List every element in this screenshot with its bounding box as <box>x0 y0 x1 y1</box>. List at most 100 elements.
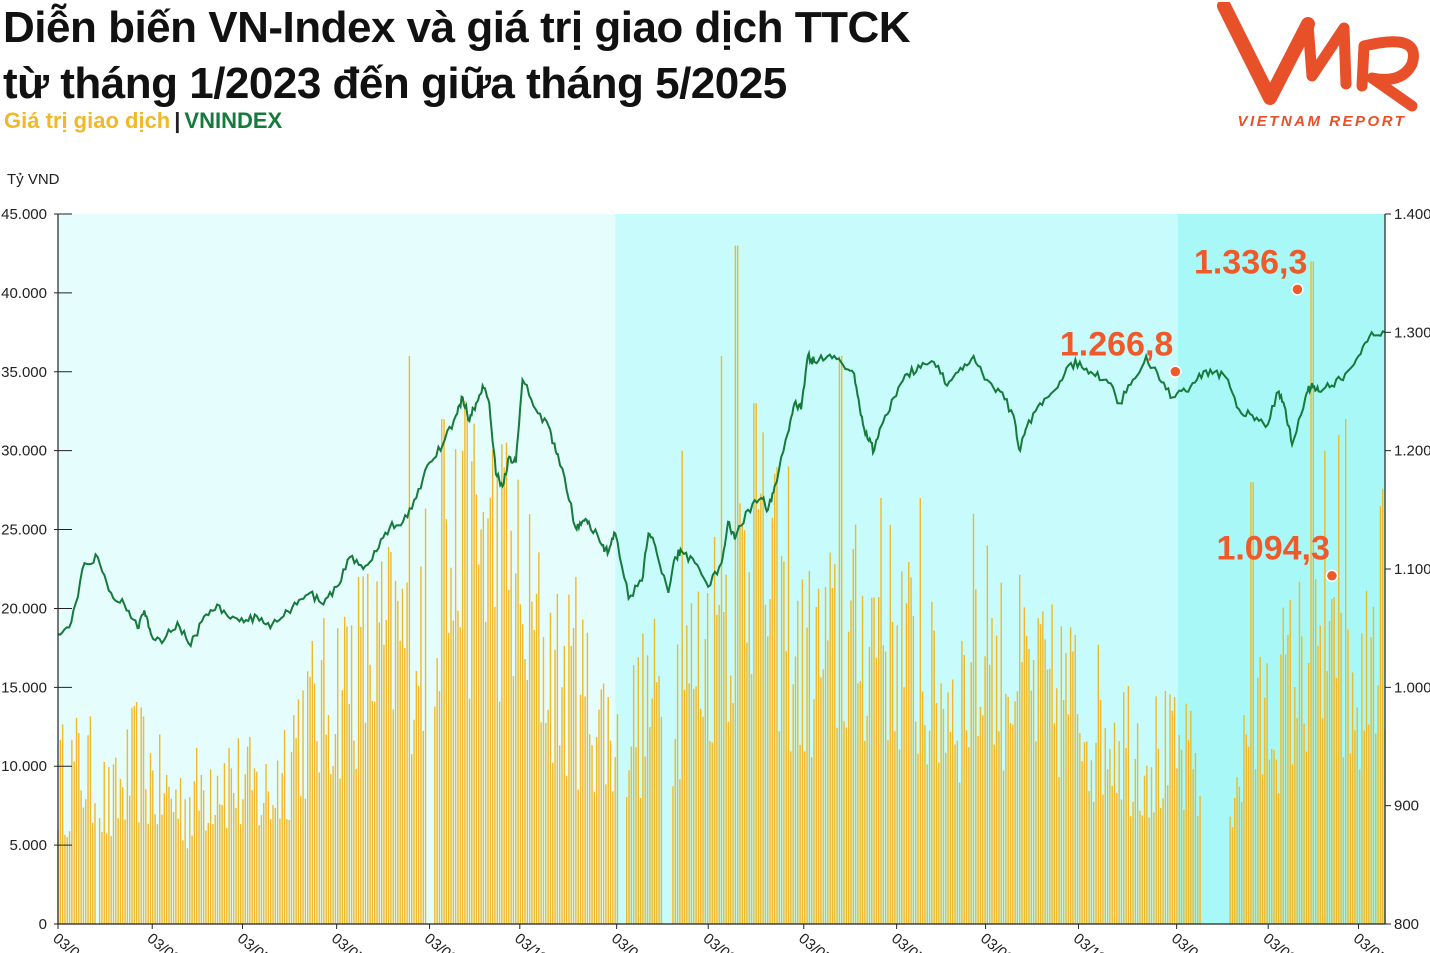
bar <box>1370 637 1372 924</box>
bar <box>94 803 96 924</box>
bar <box>704 639 707 924</box>
bar <box>515 573 517 924</box>
bar <box>1284 654 1287 924</box>
bar <box>554 649 556 924</box>
bar <box>478 564 480 924</box>
bar <box>552 762 554 924</box>
bar <box>64 834 66 924</box>
bar <box>179 777 182 924</box>
bar <box>1310 261 1312 924</box>
bar <box>649 727 651 924</box>
x-tick-label: 03/05 <box>1350 930 1390 953</box>
bar <box>383 644 385 924</box>
bar <box>1294 686 1296 924</box>
bar <box>901 571 903 924</box>
bar <box>115 757 117 924</box>
bar <box>910 577 912 924</box>
bar <box>505 442 508 924</box>
annotation-point <box>1291 283 1304 296</box>
bar <box>350 625 353 924</box>
bar <box>253 768 256 924</box>
vnr-logo-caption: VIETNAM REPORT <box>1238 113 1407 130</box>
bar <box>1234 797 1236 924</box>
bar <box>1317 646 1319 924</box>
bar <box>496 477 498 924</box>
bar <box>468 698 471 924</box>
bar <box>212 824 214 924</box>
bar <box>512 676 515 924</box>
bar <box>1245 734 1247 924</box>
bar <box>653 618 656 924</box>
bar <box>1134 758 1137 924</box>
bar <box>556 593 559 924</box>
x-tick-label: 03/05 <box>234 930 274 953</box>
bar <box>602 683 605 924</box>
bar <box>769 599 771 924</box>
bar <box>861 595 864 924</box>
bar <box>1014 701 1016 924</box>
bar <box>98 818 101 924</box>
bar <box>942 708 945 924</box>
y-tick-left-label: 5.000 <box>9 837 47 854</box>
bar <box>260 815 263 924</box>
bar <box>1111 785 1113 924</box>
bar <box>919 498 922 924</box>
bar <box>71 740 73 924</box>
bar <box>1141 815 1143 924</box>
bar <box>404 648 406 924</box>
bar <box>887 740 889 924</box>
bar <box>859 681 861 924</box>
bar <box>674 738 676 924</box>
bar <box>1363 730 1365 924</box>
bar <box>519 604 522 924</box>
bar <box>824 587 827 924</box>
bar <box>1282 607 1284 924</box>
bar <box>549 612 552 924</box>
y-tick-right-label: 1.300 <box>1394 324 1430 341</box>
bar <box>521 624 524 924</box>
bar <box>639 797 642 924</box>
bar <box>1197 815 1199 924</box>
bar <box>357 576 360 924</box>
bar <box>806 627 808 924</box>
bar <box>385 619 387 924</box>
bar <box>438 690 441 924</box>
bar <box>61 724 64 924</box>
bar <box>269 819 272 924</box>
bar <box>804 751 806 924</box>
bar <box>251 790 253 924</box>
bar <box>117 818 119 924</box>
bar <box>577 789 579 924</box>
bar <box>242 799 244 924</box>
bar <box>1308 663 1310 924</box>
bar <box>935 703 938 924</box>
bar <box>1012 724 1014 924</box>
bar <box>200 774 203 924</box>
bar <box>651 698 653 924</box>
bar <box>87 735 89 924</box>
bar <box>626 796 628 924</box>
legend-separator: | <box>174 108 181 133</box>
bar <box>1361 633 1363 924</box>
bar <box>847 631 850 924</box>
bar <box>609 740 612 924</box>
bar <box>339 778 341 924</box>
bar <box>1104 728 1106 924</box>
bar <box>265 763 267 924</box>
bar <box>993 744 995 924</box>
bar <box>327 715 330 924</box>
bar <box>695 686 697 924</box>
bar <box>482 512 485 924</box>
bar <box>598 709 600 924</box>
bar <box>725 574 727 924</box>
bar <box>1160 807 1162 924</box>
bar <box>348 703 350 924</box>
bar <box>1266 663 1268 924</box>
bar <box>154 814 156 924</box>
bar <box>1321 718 1324 924</box>
x-tick-label: 03/09 <box>977 930 1017 953</box>
bar <box>829 552 831 924</box>
bar <box>1081 761 1083 924</box>
bar <box>1046 669 1049 924</box>
axes: 0 5.000 10.000 15.000 20.000 25.000 30.000 35.0… <box>1 206 1430 953</box>
